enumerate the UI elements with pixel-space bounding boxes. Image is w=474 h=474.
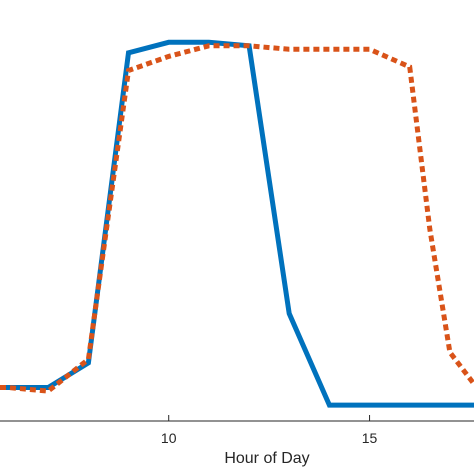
x-axis-label: Hour of Day <box>224 450 309 467</box>
x-tick-label: 10 <box>161 430 177 446</box>
series-line-2 <box>0 43 474 394</box>
x-tick-label: 15 <box>362 430 378 446</box>
series-line-1 <box>0 39 474 408</box>
x-axis-ticks: 10 15 <box>161 415 378 446</box>
plot-area <box>0 39 474 408</box>
